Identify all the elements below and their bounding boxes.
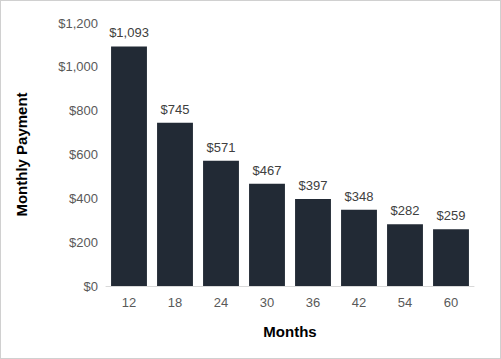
svg-text:$467: $467 (253, 163, 282, 178)
svg-text:$800: $800 (69, 103, 98, 118)
svg-text:$1,000: $1,000 (58, 59, 98, 74)
svg-text:36: 36 (306, 295, 320, 310)
svg-text:$259: $259 (437, 208, 466, 223)
svg-text:54: 54 (398, 295, 412, 310)
svg-text:Monthly Payment: Monthly Payment (13, 92, 30, 216)
svg-text:$1,093: $1,093 (109, 25, 149, 40)
svg-text:$571: $571 (207, 140, 236, 155)
svg-text:$745: $745 (161, 102, 190, 117)
svg-text:30: 30 (260, 295, 274, 310)
svg-text:24: 24 (214, 295, 228, 310)
svg-text:$0: $0 (84, 279, 98, 294)
svg-text:12: 12 (122, 295, 136, 310)
svg-text:$1,200: $1,200 (58, 16, 98, 31)
svg-text:42: 42 (352, 295, 366, 310)
svg-text:$397: $397 (299, 178, 328, 193)
svg-text:$600: $600 (69, 147, 98, 162)
svg-text:$348: $348 (345, 189, 374, 204)
svg-text:Months: Months (263, 323, 316, 340)
svg-text:60: 60 (444, 295, 458, 310)
svg-text:$200: $200 (69, 235, 98, 250)
svg-text:18: 18 (168, 295, 182, 310)
svg-text:$400: $400 (69, 191, 98, 206)
svg-text:$282: $282 (391, 203, 420, 218)
